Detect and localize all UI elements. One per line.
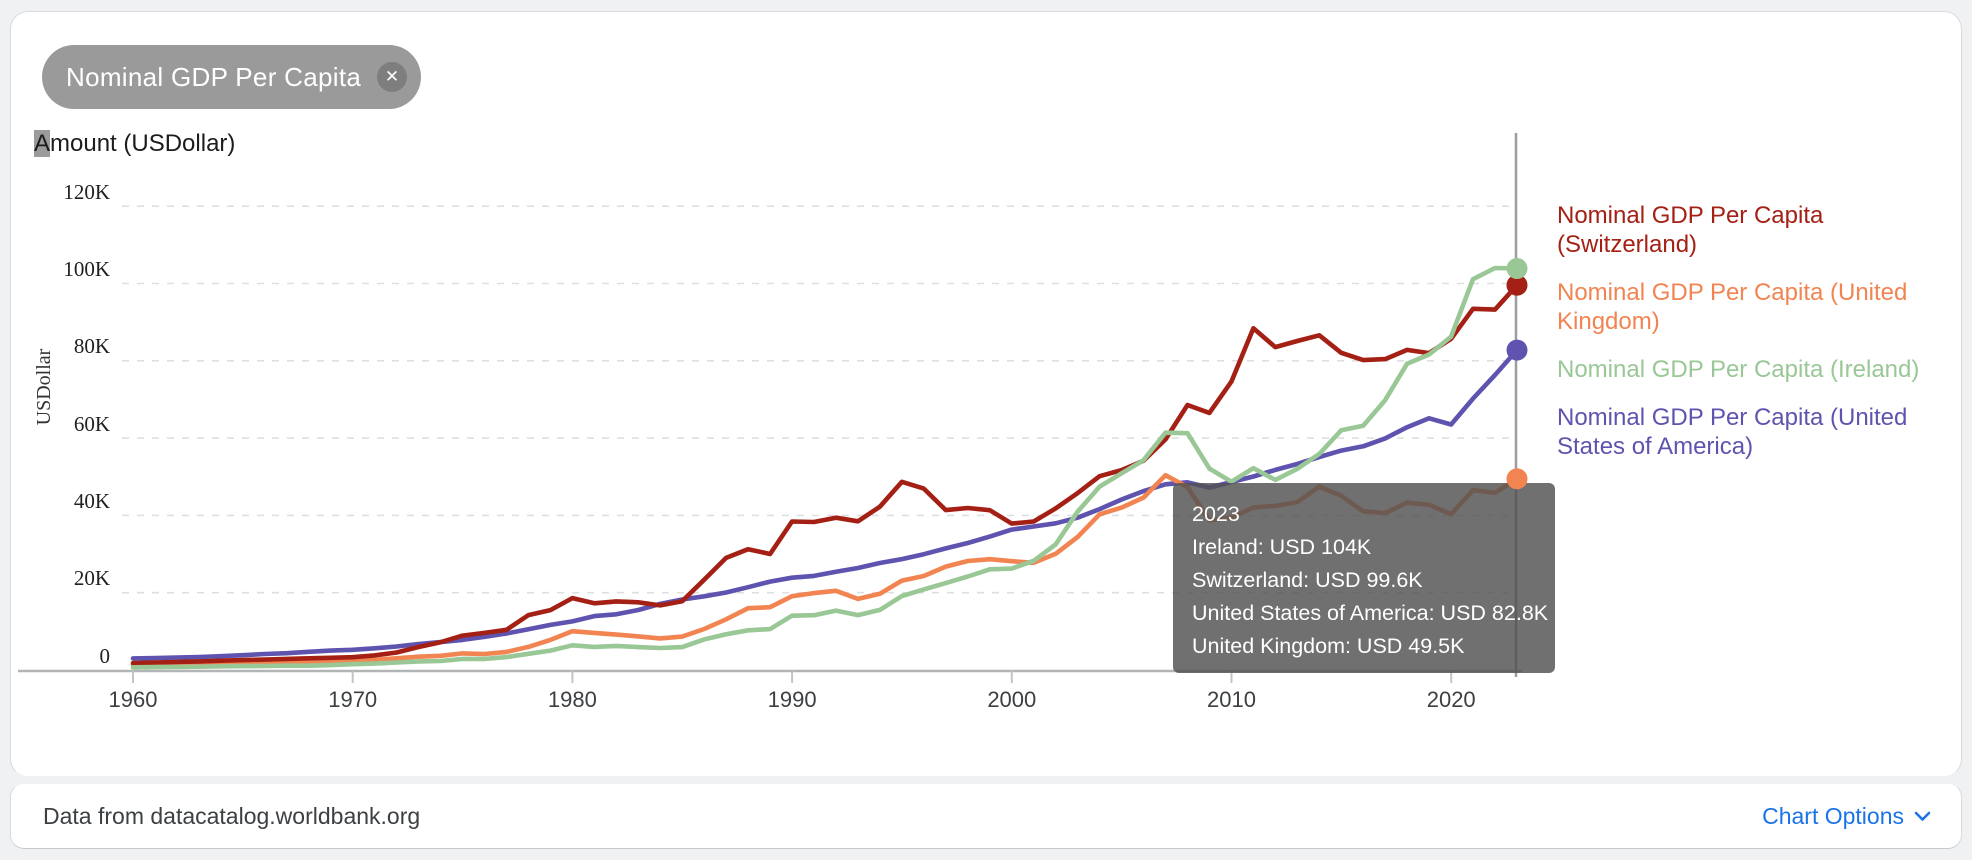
x-tick-label: 2000 — [987, 687, 1036, 712]
chart-title-highlighted-letter: A — [34, 130, 51, 157]
tooltip: 2023 Ireland: USD 104K Switzerland: USD … — [1173, 483, 1555, 673]
legend-item-ireland: Nominal GDP Per Capita (Ireland) — [1557, 356, 1920, 383]
y-tick-label: 40K — [74, 489, 110, 513]
filter-chip[interactable]: Nominal GDP Per Capita ✕ — [42, 45, 422, 109]
series-endpoint-switzerland — [1506, 274, 1528, 296]
series-endpoint-ireland — [1506, 258, 1528, 279]
x-axis: 1960 1970 1980 1990 2000 2010 2020 — [18, 669, 1522, 712]
tooltip-year: 2023 — [1192, 502, 1240, 526]
y-tick-label: 20K — [74, 566, 110, 590]
legend: Nominal GDP Per Capita (Switzerland) Nom… — [1557, 201, 1929, 480]
series-line-ireland — [130, 265, 1520, 670]
legend-item-switzerland: Nominal GDP Per Capita (Switzerland) — [1557, 202, 1824, 258]
series-line-switzerland — [130, 282, 1520, 666]
series-endpoints — [1506, 258, 1528, 490]
data-source-text: Data from datacatalog.worldbank.org — [43, 802, 421, 829]
close-icon[interactable]: ✕ — [377, 62, 408, 92]
legend-item-united-states: Nominal GDP Per Capita (United States of… — [1557, 404, 1908, 460]
y-tick-label: 120K — [63, 180, 110, 204]
tooltip-line: United States of America: USD 82.8K — [1192, 601, 1549, 625]
series-line-united-states — [130, 347, 1520, 661]
y-tick-label: 60K — [74, 412, 110, 436]
footer-bar: Data from datacatalog.worldbank.org Char… — [10, 783, 1962, 849]
chart-title-rest: mount (USDollar) — [50, 130, 236, 157]
tooltip-line: Switzerland: USD 99.6K — [1192, 568, 1423, 592]
y-tick-label: 80K — [74, 334, 110, 358]
x-tick-label: 1960 — [109, 687, 158, 712]
y-axis: 120K 100K 80K 60K 40K 20K 0 USDollar — [33, 180, 110, 668]
tooltip-box — [1173, 483, 1555, 673]
filter-chip-label: Nominal GDP Per Capita — [66, 61, 362, 92]
series-endpoint-united-kingdom — [1506, 468, 1528, 490]
chart-options-label: Chart Options — [1762, 802, 1904, 829]
x-tick-label: 1990 — [768, 687, 817, 712]
y-axis-title: USDollar — [33, 348, 55, 425]
tooltip-line: Ireland: USD 104K — [1192, 535, 1372, 559]
y-tick-label: 0 — [100, 644, 111, 668]
chart-title: Amount (USDollar) — [34, 130, 235, 158]
series-endpoint-united-states — [1506, 339, 1528, 361]
x-tick-label: 1980 — [548, 687, 597, 712]
chevron-down-icon — [1914, 811, 1931, 821]
y-tick-label: 100K — [63, 257, 110, 281]
x-tick-label: 2010 — [1207, 687, 1256, 712]
chart-plot-area[interactable]: 120K 100K 80K 60K 40K 20K 0 USDollar 196… — [0, 0, 1972, 780]
chart-options-button[interactable]: Chart Options — [1762, 803, 1931, 830]
tooltip-line: United Kingdom: USD 49.5K — [1192, 634, 1465, 658]
x-tick-label: 2020 — [1427, 687, 1476, 712]
legend-item-united-kingdom: Nominal GDP Per Capita (United Kingdom) — [1557, 279, 1908, 335]
x-tick-label: 1970 — [328, 687, 377, 712]
